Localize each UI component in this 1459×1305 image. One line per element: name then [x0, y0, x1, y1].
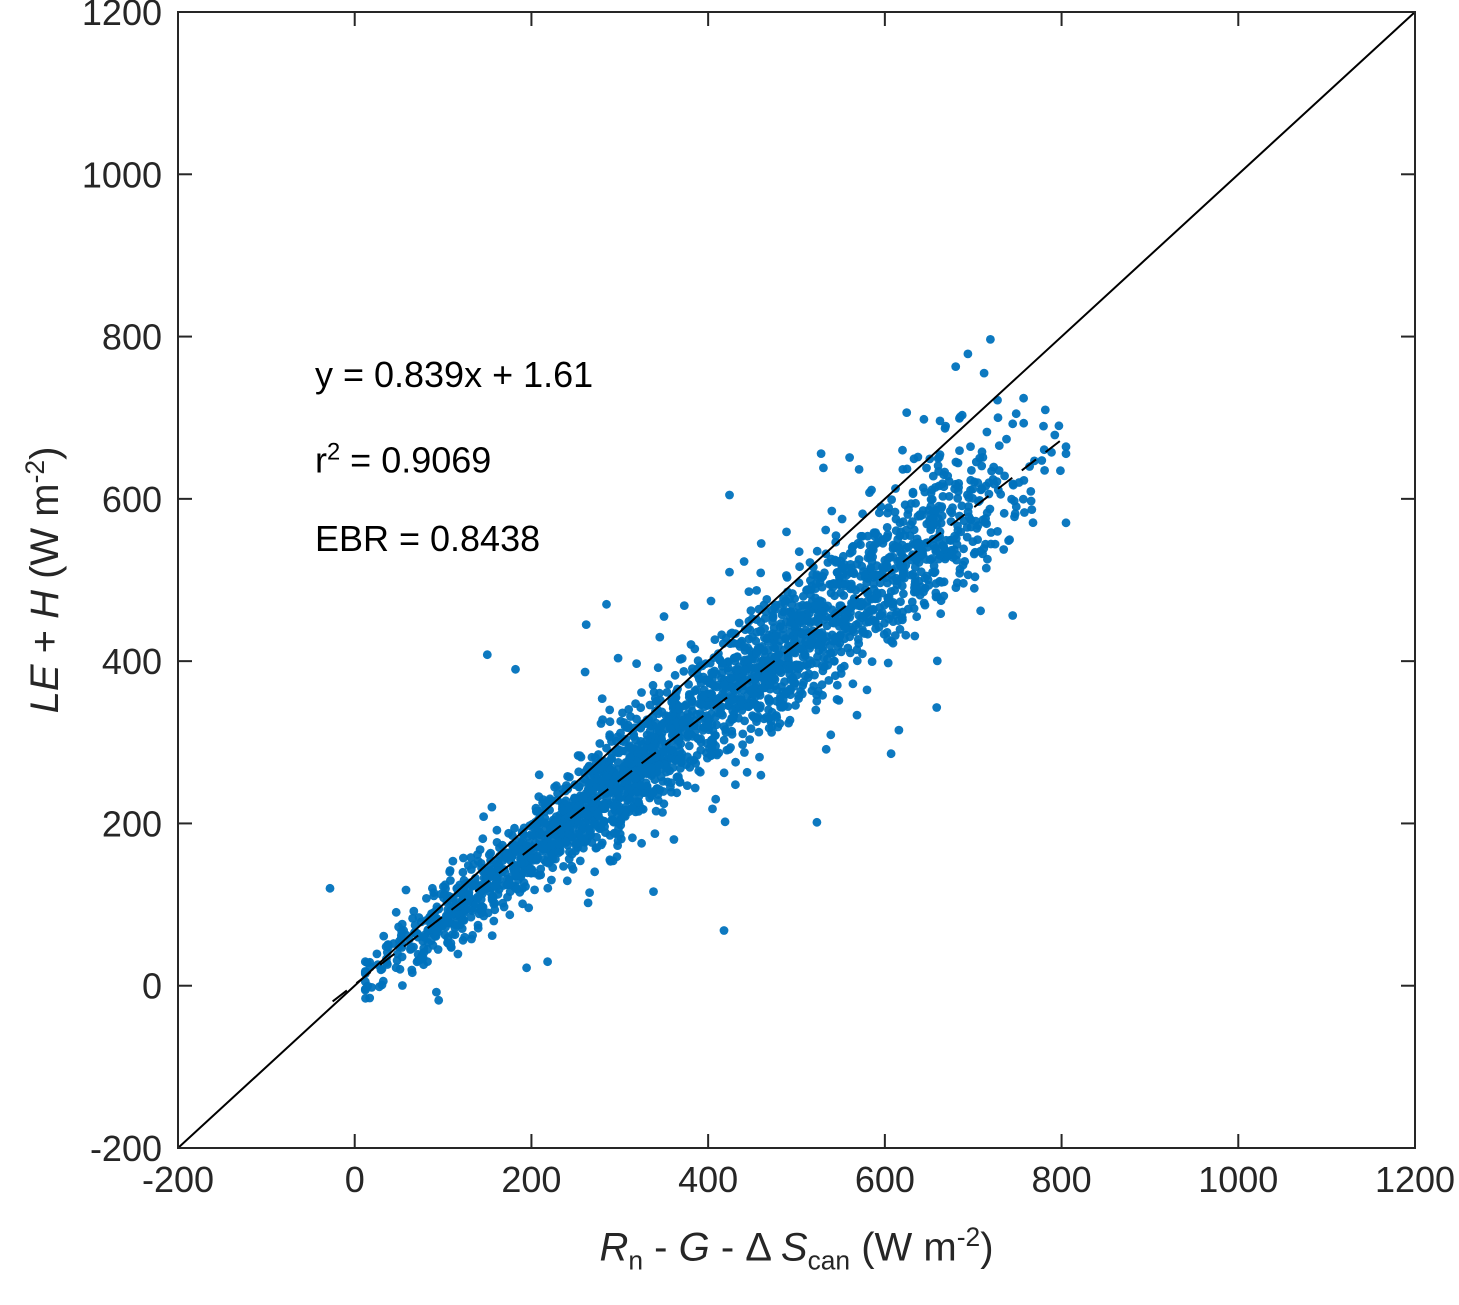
x-tick-label: 0	[345, 1159, 365, 1200]
y-tick-label: 400	[102, 641, 162, 682]
regression-line	[332, 435, 1067, 1003]
y-tick-label: -200	[90, 1128, 162, 1169]
y-tick-label: 200	[102, 803, 162, 844]
x-tick-label: 200	[501, 1159, 561, 1200]
points-layer	[325, 335, 1071, 1005]
y-tick-label: 0	[142, 966, 162, 1007]
x-tick-label: 800	[1032, 1159, 1092, 1200]
x-tick-label: 400	[678, 1159, 738, 1200]
x-tick-label: -200	[142, 1159, 214, 1200]
y-tick-label: 1000	[82, 154, 162, 195]
axes-box	[177, 11, 1416, 1149]
one-to-one-line	[178, 12, 1415, 1148]
x-tick-label: 1000	[1198, 1159, 1278, 1200]
ticks-layer: -200 0 200 400 600 800 1000 1200 -200 0 200 400 600 8…	[82, 0, 1455, 1200]
annotation-ebr: EBR = 0.8438	[314, 517, 541, 559]
annotation-equation: y = 0.839x + 1.61	[314, 354, 594, 396]
x-tick-label: 1200	[1375, 1159, 1455, 1200]
y-tick-label: 800	[102, 317, 162, 358]
annotation-r-squared: r2 = 0.9069	[314, 438, 492, 481]
y-tick-label: 600	[102, 479, 162, 520]
y-tick-label: 1200	[82, 0, 162, 33]
y-axis-label: LE + H (W m-2)	[19, 446, 68, 714]
x-tick-label: 600	[855, 1159, 915, 1200]
x-axis-label: Rn - G - Δ Scan (W m-2)	[599, 1222, 994, 1276]
